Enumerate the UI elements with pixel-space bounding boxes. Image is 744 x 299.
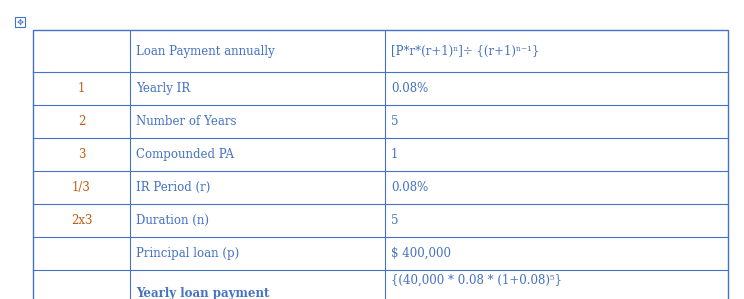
Text: 3: 3: [78, 148, 86, 161]
Text: 0.08%: 0.08%: [391, 181, 429, 194]
Text: {(40,000 * 0.08 * (1+0.08)⁵}: {(40,000 * 0.08 * (1+0.08)⁵}: [391, 274, 562, 287]
Text: Principal loan (p): Principal loan (p): [136, 247, 240, 260]
Bar: [15, 17, 25, 27]
Text: IR Period (r): IR Period (r): [136, 181, 211, 194]
Text: [P*r*(r+1)ⁿ]÷ {(r+1)ⁿ⁻¹}: [P*r*(r+1)ⁿ]÷ {(r+1)ⁿ⁻¹}: [391, 45, 539, 57]
Text: Yearly IR: Yearly IR: [136, 82, 190, 95]
Text: 2x3: 2x3: [71, 214, 92, 227]
Text: 1/3: 1/3: [72, 181, 91, 194]
Text: 1: 1: [78, 82, 85, 95]
Text: 1: 1: [391, 148, 398, 161]
Text: 5: 5: [391, 214, 399, 227]
Text: 2: 2: [78, 115, 85, 128]
Text: ✥: ✥: [16, 18, 24, 27]
Text: $ 400,000: $ 400,000: [391, 247, 451, 260]
Text: Compounded PA: Compounded PA: [136, 148, 234, 161]
Text: Duration (n): Duration (n): [136, 214, 209, 227]
Text: 0.08%: 0.08%: [391, 82, 429, 95]
Text: Number of Years: Number of Years: [136, 115, 237, 128]
Text: Loan Payment annually: Loan Payment annually: [136, 45, 275, 57]
Text: 5: 5: [391, 115, 399, 128]
Text: Yearly loan payment: Yearly loan payment: [136, 286, 269, 299]
